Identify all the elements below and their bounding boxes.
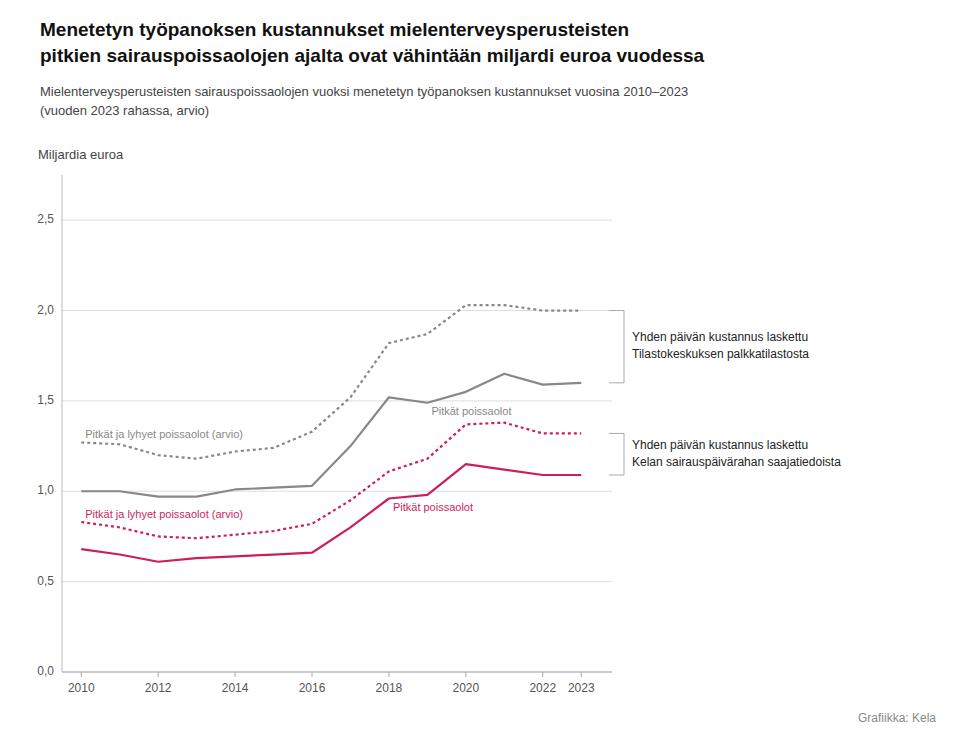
y-tick-label: 2,5 (37, 212, 54, 226)
series-label: Pitkät poissaolot (393, 501, 473, 513)
y-tick-label: 1,5 (37, 393, 54, 407)
text-line: Menetetyn työpanoksen kustannukset miele… (40, 19, 629, 40)
page: {"chart_data": { "type": "line", "title"… (0, 0, 960, 734)
x-tick (542, 672, 543, 677)
series-line (81, 374, 581, 497)
x-tick-label: 2014 (222, 681, 249, 695)
x-tick (235, 672, 236, 677)
series-label: Pitkät ja lyhyet poissaolot (arvio) (85, 508, 243, 520)
annotation: Yhden päivän kustannus laskettu Kelan sai… (632, 438, 841, 469)
series-label: Pitkät poissaolot (431, 405, 511, 417)
y-axis-label: Miljardia euroa (38, 147, 124, 162)
bracket (624, 433, 625, 475)
x-tick-label: 2023 (568, 681, 595, 695)
text-line: Kelan sairauspäivärahan saajatiedoista (632, 455, 841, 469)
annotation: Yhden päivän kustannus laskettu Tilastoke… (632, 330, 809, 361)
x-tick-label: 2010 (68, 681, 95, 695)
series-line (81, 305, 581, 459)
x-axis-line (62, 672, 612, 673)
title: Menetetyn työpanoksen kustannukset miele… (40, 19, 705, 66)
chart: Menetetyn työpanoksen kustannukset miele… (0, 0, 960, 734)
text-line: Yhden päivän kustannus laskettu (632, 330, 808, 344)
annotations: Yhden päivän kustannus laskettu Tilastoke… (609, 311, 841, 475)
text-line: Yhden päivän kustannus laskettu (632, 438, 808, 452)
x-tick-label: 2012 (145, 681, 172, 695)
subtitle: Mielenterveysperusteisten sairauspoissao… (40, 84, 688, 118)
series-lines (81, 305, 581, 562)
grid-line (62, 400, 612, 401)
x-tick (81, 672, 82, 677)
x-tick-label: 2016 (299, 681, 326, 695)
series-line (81, 423, 581, 539)
text-line: Mielenterveysperusteisten sairauspoissao… (40, 84, 688, 99)
y-axis-line (62, 175, 63, 672)
x-tick-label: 2018 (376, 681, 403, 695)
x-tick (465, 672, 466, 677)
y-tick-label: 2,0 (37, 303, 54, 317)
series-labels: Pitkät ja lyhyet poissaolot (arvio) Pitkä… (85, 405, 511, 520)
grid-line (62, 310, 612, 311)
y-tick-label: 0,5 (37, 574, 54, 588)
series-line (81, 464, 581, 562)
y-axis: 0,0 0,5 1,0 1,5 2,0 2,5 (37, 175, 612, 678)
x-tick (312, 672, 313, 677)
grid-line (62, 581, 612, 582)
x-axis: 2010 2012 2014 2016 2018 2020 2022 2023 (62, 672, 612, 695)
x-tick (581, 672, 582, 677)
source: Grafiikka: Kela (858, 711, 936, 725)
x-tick (158, 672, 159, 677)
text-line: (vuoden 2023 rahassa, arvio) (40, 103, 209, 118)
grid-line (62, 491, 612, 492)
bracket (624, 311, 625, 383)
grid-line (62, 220, 612, 221)
bracket (609, 382, 624, 383)
bracket (609, 475, 624, 476)
y-tick-label: 0,0 (37, 664, 54, 678)
series-label: Pitkät ja lyhyet poissaolot (arvio) (85, 428, 243, 440)
text-line: Tilastokeskuksen palkkatilastosta (632, 347, 809, 361)
x-tick-label: 2022 (529, 681, 556, 695)
x-tick-label: 2020 (452, 681, 479, 695)
bracket (609, 310, 624, 311)
grid-line (62, 672, 612, 673)
bracket (609, 433, 624, 434)
text-line: pitkien sairauspoissaolojen ajalta ovat … (40, 45, 705, 66)
y-tick-label: 1,0 (37, 483, 54, 497)
x-tick (388, 672, 389, 677)
